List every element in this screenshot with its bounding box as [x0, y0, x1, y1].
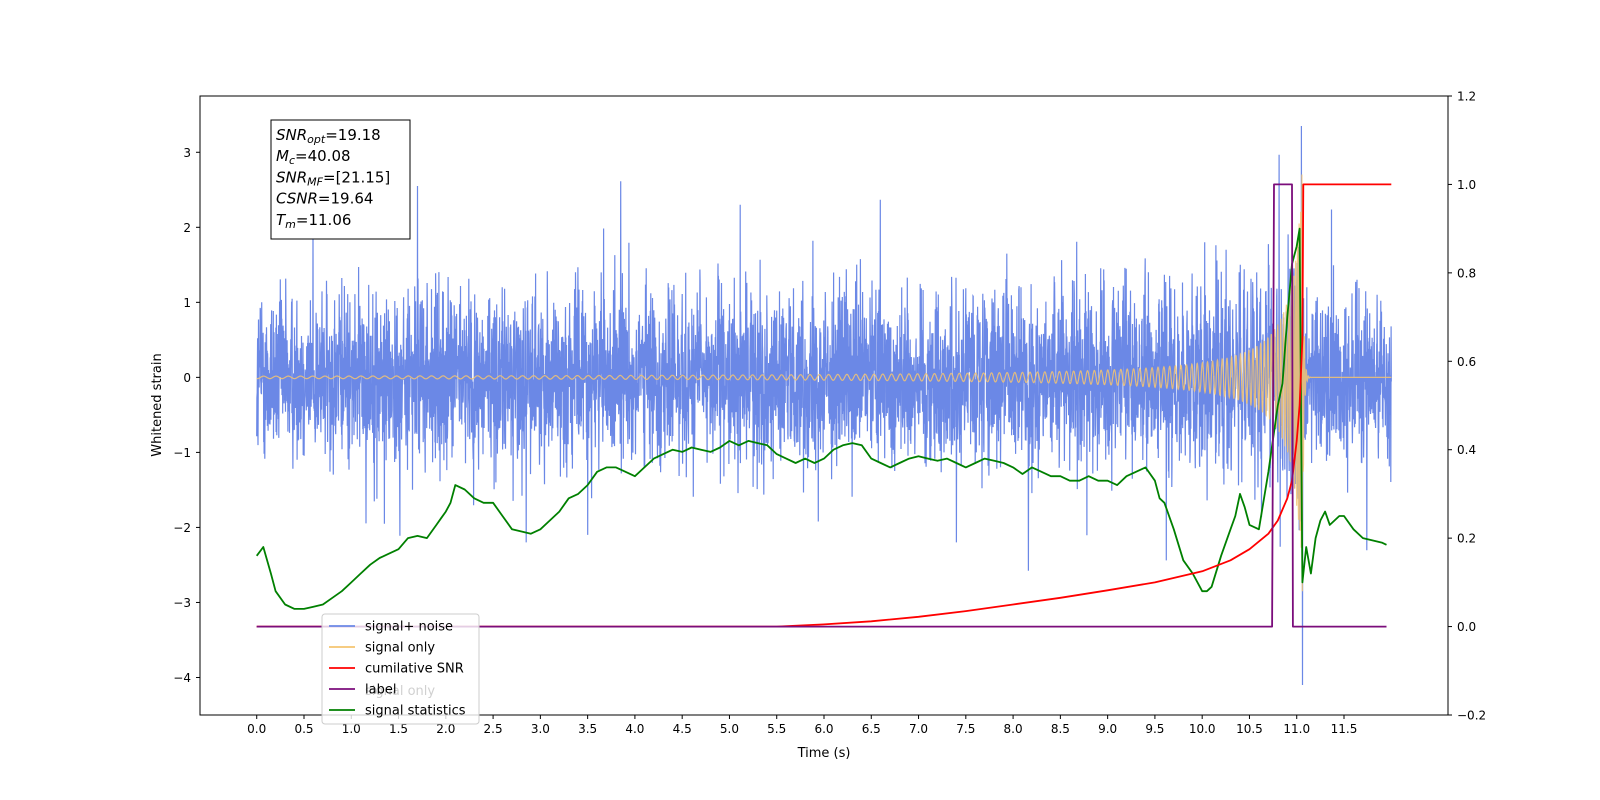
annotation-line: Tm=11.06	[276, 211, 351, 231]
annotation-line: Mc=40.08	[276, 147, 351, 167]
y-axis-right: −0.2 0.0 0.2 0.4 0.6 0.8 1.0 1.2	[1448, 90, 1486, 723]
annotation-symbol: T	[276, 211, 287, 229]
y-tick-label: −1	[173, 446, 191, 460]
x-tick-label: 4.5	[673, 722, 692, 736]
stats-annotation-box: SNRopt=19.18Mc=40.08SNRMF=[21.15]CSNR=19…	[270, 119, 411, 240]
y2-tick-label: 0.0	[1457, 620, 1476, 634]
x-tick-label: 8.0	[1004, 722, 1023, 736]
annotation-subscript: MF	[307, 175, 323, 188]
annotation-line: CSNR=19.64	[276, 190, 373, 208]
x-tick-label: 1.0	[342, 722, 361, 736]
x-tick-label: 3.5	[578, 722, 597, 736]
y2-tick-label: 0.4	[1457, 443, 1476, 457]
x-tick-label: 0.5	[294, 722, 313, 736]
right-axis-series	[255, 183, 1392, 628]
y-tick-label: 0	[183, 371, 191, 385]
x-tick-label: 9.5	[1145, 722, 1164, 736]
y-axis-left: −4 −3 −2 −1 0 1 2 3	[173, 146, 200, 685]
annotation-symbol: M	[276, 147, 289, 165]
legend-frame	[321, 613, 480, 725]
x-tick-label: 7.5	[956, 722, 975, 736]
series-line-cumilative-snr	[256, 183, 1392, 628]
y2-tick-label: 1.0	[1457, 178, 1476, 192]
series-signal-noise	[256, 125, 1392, 686]
plot-area	[255, 125, 1392, 686]
y2-tick-label: −0.2	[1457, 709, 1486, 723]
y-tick-label: 2	[183, 221, 191, 235]
x-tick-label: 1.5	[389, 722, 408, 736]
annotation-line: SNRopt=19.18	[276, 126, 381, 146]
legend-label: signal+ noise	[365, 620, 453, 635]
x-tick-label: 10.5	[1236, 722, 1263, 736]
x-tick-label: 11.0	[1283, 722, 1310, 736]
x-tick-label: 11.5	[1331, 722, 1358, 736]
y-tick-label: −2	[173, 521, 191, 535]
x-tick-label: 0.0	[247, 722, 266, 736]
x-axis-label: Time (s)	[797, 746, 851, 761]
series-line-signal-only	[256, 174, 1392, 592]
x-axis: 0.0 0.5 1.0 1.5 2.0 2.5 3.0 3.5 4.0 4.5 5.0 5.5 6.0 6…	[247, 715, 1357, 736]
y2-tick-label: 0.6	[1457, 355, 1476, 369]
x-tick-label: 4.0	[625, 722, 644, 736]
series-signal-only	[256, 174, 1392, 592]
y2-tick-label: 0.8	[1457, 266, 1476, 280]
y2-tick-label: 1.2	[1457, 90, 1476, 104]
x-tick-label: 5.0	[720, 722, 739, 736]
annotation-value: =11.06	[296, 211, 352, 229]
legend-label: signal only	[365, 641, 435, 656]
legend-ghost-text: signal only	[365, 684, 435, 699]
x-tick-label: 6.0	[814, 722, 833, 736]
annotation-line: SNRMF=[21.15]	[276, 168, 390, 188]
series-line-signal-noise	[256, 125, 1392, 686]
annotation-symbol: SNR	[276, 168, 307, 186]
legend-label: label	[365, 683, 396, 698]
annotation-value: =[21.15]	[323, 168, 390, 186]
y-tick-label: −3	[173, 596, 191, 610]
annotation-frame	[270, 119, 411, 240]
x-tick-label: 7.0	[909, 722, 928, 736]
legend-label: cumilative SNR	[365, 662, 464, 677]
series-line-label	[256, 183, 1387, 628]
x-tick-label: 2.0	[436, 722, 455, 736]
annotation-value: =19.18	[325, 126, 381, 144]
x-tick-label: 6.5	[862, 722, 881, 736]
x-tick-label: 2.5	[484, 722, 503, 736]
annotation-subscript: m	[285, 218, 296, 231]
annotation-value: =19.64	[318, 190, 374, 208]
annotation-value: =40.08	[295, 147, 351, 165]
annotation-symbol: CSNR	[276, 190, 318, 208]
y-tick-label: 3	[183, 146, 191, 160]
x-tick-label: 3.0	[531, 722, 550, 736]
y-tick-label: 1	[183, 296, 191, 310]
legend-label: signal statistics	[365, 704, 466, 719]
annotation-subscript: opt	[307, 133, 326, 146]
x-tick-label: 9.0	[1098, 722, 1117, 736]
y-tick-label: −4	[173, 671, 191, 685]
annotation-symbol: SNR	[276, 126, 307, 144]
legend: signal only signal+ noise signal only cumil…	[321, 613, 480, 725]
x-tick-label: 8.5	[1051, 722, 1070, 736]
y-axis-label: Whitened strain	[150, 353, 165, 456]
x-tick-label: 10.0	[1189, 722, 1216, 736]
series-line-signal-statistics	[255, 227, 1387, 610]
x-tick-label: 5.5	[767, 722, 786, 736]
annotation-subscript: c	[289, 154, 295, 167]
y2-tick-label: 0.2	[1457, 532, 1476, 546]
